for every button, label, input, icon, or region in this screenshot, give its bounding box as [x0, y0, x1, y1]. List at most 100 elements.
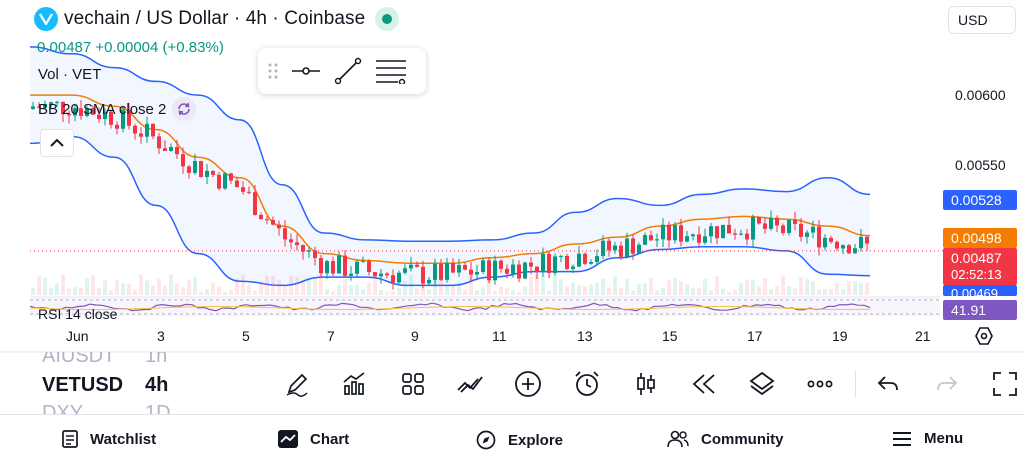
candle-body [415, 264, 419, 267]
candle-body [661, 224, 665, 240]
trend-icon[interactable] [456, 370, 484, 398]
volume-bar [565, 286, 569, 295]
volume-bar [127, 284, 131, 295]
volume-indicator-label[interactable]: Vol · VET [38, 66, 101, 83]
candle-body [505, 268, 509, 274]
redo-icon[interactable] [933, 370, 961, 398]
candle-body [49, 102, 53, 104]
volume-bar [535, 274, 539, 295]
chart-area[interactable] [0, 0, 1024, 352]
volume-bar [607, 287, 611, 295]
candle-body [745, 233, 749, 240]
volume-bar [523, 286, 527, 295]
symbol-title[interactable]: vechain / US Dollar · 4h · Coinbase [64, 8, 366, 29]
candle-body [43, 103, 47, 108]
more-icon[interactable] [806, 370, 834, 398]
volume-bar [55, 283, 59, 295]
add-icon[interactable] [514, 370, 542, 398]
symbol-switcher[interactable]: AIUSDT VETUSD DXY [42, 352, 182, 414]
candle-body [145, 123, 149, 137]
candles-icon[interactable] [632, 370, 660, 398]
candle-body [763, 223, 767, 229]
layers-icon[interactable] [748, 370, 776, 398]
time-axis-label: 17 [747, 328, 763, 344]
volume-bar [499, 286, 503, 295]
volume-bar [775, 285, 779, 295]
last-price-tag: 0.00487 02:52:13 [943, 248, 1017, 285]
volume-bar [745, 279, 749, 295]
candle-body [469, 269, 473, 275]
nav-watchlist[interactable]: Watchlist [62, 430, 156, 448]
candle-body [151, 123, 155, 137]
volume-bar [595, 282, 599, 295]
symbol-current[interactable]: VETUSD [42, 374, 124, 396]
candle-body [799, 223, 803, 237]
volume-bar [37, 276, 41, 295]
volume-bar [715, 276, 719, 295]
chart-settings-icon[interactable] [974, 326, 994, 346]
interval-current[interactable]: 4h [145, 374, 169, 396]
layouts-icon[interactable] [399, 370, 427, 398]
candle-body [865, 236, 869, 244]
candle-body [439, 263, 443, 280]
fullscreen-icon[interactable] [991, 370, 1019, 398]
nav-community[interactable]: Community [667, 430, 784, 448]
price-change: 0.00487 +0.00004 (+0.83%) [37, 39, 224, 56]
nav-explore[interactable]: Explore [476, 430, 563, 450]
candle-body [715, 226, 719, 239]
volume-bar [373, 278, 377, 295]
volume-bar [661, 287, 665, 295]
volume-bar [601, 278, 605, 295]
vechain-logo-icon [34, 7, 58, 31]
candle-body [217, 174, 221, 189]
candle-body [115, 124, 119, 129]
indicators-icon[interactable] [340, 370, 368, 398]
volume-bar [73, 286, 77, 295]
interval-switcher[interactable]: 1h 4h 1D [145, 352, 195, 414]
candle-body [823, 237, 827, 248]
symbol-next[interactable]: DXY [42, 402, 84, 414]
replay-icon[interactable] [690, 370, 718, 398]
candle-body [679, 225, 683, 242]
undo-icon[interactable] [874, 370, 902, 398]
candle-body [499, 260, 503, 269]
trend-line-icon[interactable] [334, 57, 362, 85]
volume-bar [313, 279, 317, 295]
alarm-icon[interactable] [573, 370, 601, 398]
volume-bar [517, 291, 521, 295]
volume-bar [445, 285, 449, 295]
nav-menu[interactable]: Menu [892, 430, 963, 447]
volume-bar [223, 291, 227, 295]
bollinger-indicator-label[interactable]: BB 20 SMA close 2 [38, 97, 197, 121]
horizontal-line-icon[interactable] [292, 66, 320, 76]
volume-bar [331, 291, 335, 295]
interval-previous[interactable]: 1h [145, 352, 168, 367]
community-icon [667, 430, 689, 448]
refresh-icon[interactable] [172, 97, 197, 121]
candle-body [139, 133, 143, 137]
volume-bar [529, 276, 533, 295]
candle-body [301, 245, 305, 252]
volume-bar [271, 275, 275, 295]
candle-body [31, 106, 35, 109]
candle-body [109, 111, 113, 125]
volume-bar [817, 289, 821, 295]
interval-next[interactable]: 1D [145, 402, 171, 414]
candlestick-chart[interactable] [0, 0, 1024, 352]
nav-chart[interactable]: Chart [278, 430, 349, 448]
collapse-indicators-button[interactable] [40, 129, 74, 157]
volume-bar [97, 287, 101, 295]
drag-handle-icon[interactable] [268, 62, 278, 80]
pencil-icon[interactable] [283, 370, 311, 398]
volume-bar [349, 284, 353, 295]
candle-body [367, 261, 371, 273]
currency-selector[interactable]: USD [948, 6, 1016, 34]
symbol-previous[interactable]: AIUSDT [42, 352, 116, 367]
toolbar-divider [855, 370, 856, 398]
rsi-indicator-label[interactable]: RSI 14 close [38, 306, 118, 322]
volume-bar [613, 276, 617, 295]
volume-bar [181, 287, 185, 295]
volume-bar [325, 288, 329, 295]
fib-retracement-icon[interactable] [376, 58, 406, 84]
volume-bar [643, 283, 647, 295]
